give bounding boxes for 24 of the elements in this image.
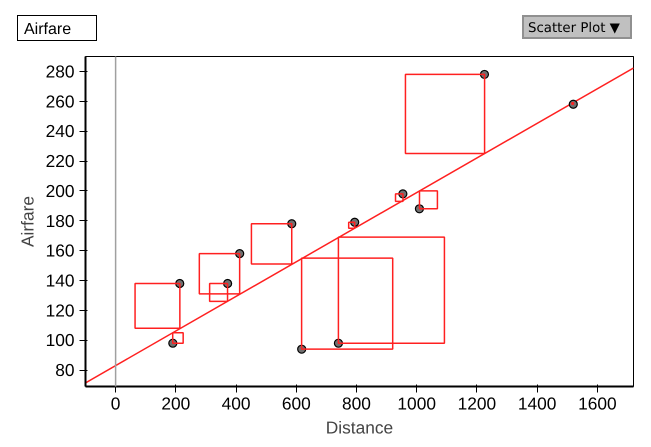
x-tick-label: 200 — [161, 394, 190, 414]
y-tick-label: 180 — [46, 210, 75, 231]
x-tick-label: 1400 — [518, 394, 556, 414]
x-tick-label: 800 — [342, 394, 371, 414]
x-axis-title: Distance — [326, 418, 394, 438]
y-tick-label: 280 — [46, 61, 75, 82]
x-tick-label: 600 — [282, 394, 311, 414]
x-tick-label: 1200 — [458, 394, 496, 414]
x-tick-label: 0 — [110, 394, 120, 414]
y-tick-label: 200 — [46, 180, 75, 201]
x-tick-label: 400 — [222, 394, 251, 414]
y-tick-label: 240 — [46, 121, 75, 142]
y-tick-label: 140 — [46, 270, 75, 290]
y-tick-label: 120 — [46, 300, 75, 320]
text: Scatter Plot ▼ — [528, 20, 620, 38]
x-tick-label: 1600 — [578, 394, 617, 414]
chart-title: Airfare — [24, 20, 72, 40]
y-tick-label: 260 — [46, 91, 75, 112]
y-tick-label: 100 — [46, 330, 75, 350]
x-tick-label: 1000 — [397, 394, 436, 414]
y-tick-label: 220 — [46, 151, 75, 172]
y-tick-label: 80 — [55, 360, 75, 380]
y-axis-title: Airfare — [18, 196, 38, 248]
y-tick-label: 160 — [46, 240, 75, 261]
